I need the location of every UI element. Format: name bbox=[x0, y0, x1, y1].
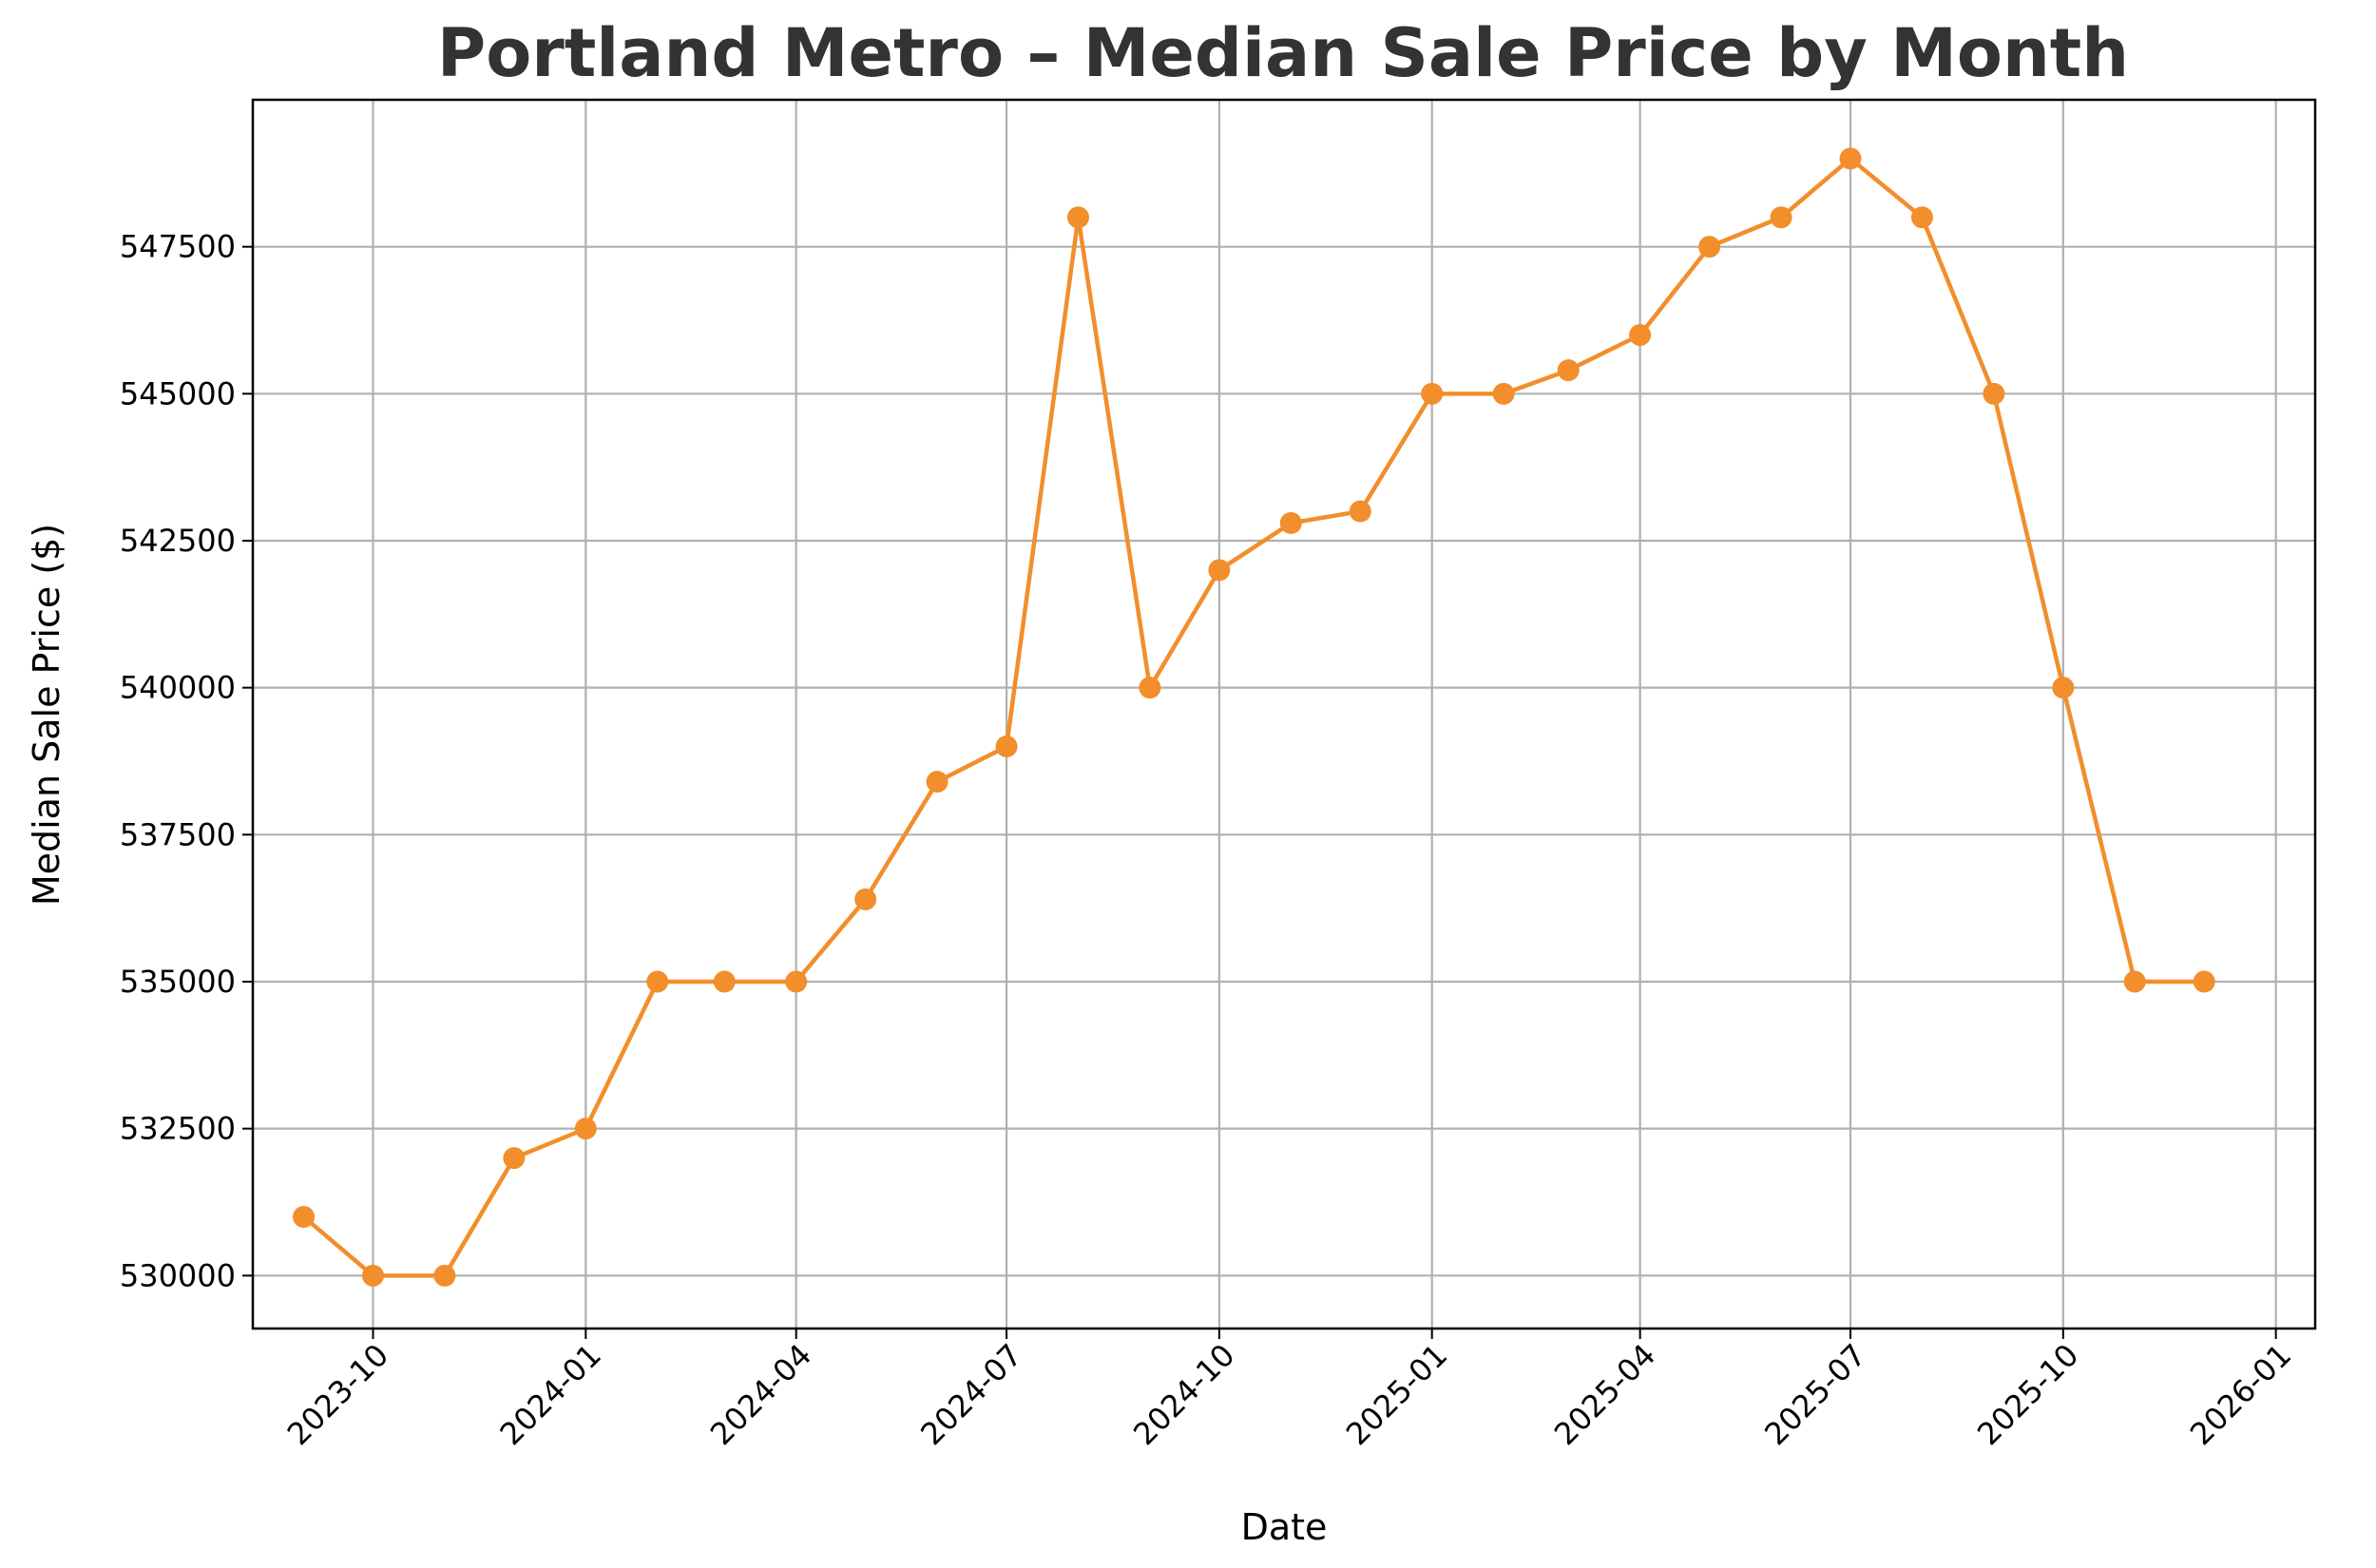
data-point bbox=[1698, 236, 1721, 258]
y-tick-label: 535000 bbox=[120, 964, 236, 1000]
data-point bbox=[1492, 382, 1515, 405]
x-tick-label: 2024-07 bbox=[913, 1337, 1028, 1452]
data-point bbox=[926, 771, 948, 794]
chart-title: Portland Metro – Median Sale Price by Mo… bbox=[437, 14, 2129, 92]
data-point bbox=[646, 970, 669, 993]
y-tick-label: 537500 bbox=[120, 816, 236, 852]
plot-frame bbox=[251, 98, 2317, 1330]
x-tick-label: 2025-04 bbox=[1547, 1337, 1662, 1452]
data-point bbox=[1557, 359, 1580, 382]
x-tick-label: 2024-10 bbox=[1126, 1337, 1241, 1452]
data-point bbox=[362, 1264, 385, 1287]
data-point bbox=[1421, 382, 1444, 405]
x-tick-label: 2023-10 bbox=[280, 1337, 395, 1452]
data-point bbox=[1349, 500, 1371, 523]
data-point bbox=[1279, 511, 1302, 534]
x-tick-label: 2025-01 bbox=[1339, 1337, 1454, 1452]
y-tick-label: 540000 bbox=[120, 670, 236, 706]
y-tick-label: 530000 bbox=[120, 1257, 236, 1293]
data-point bbox=[574, 1118, 597, 1140]
data-point bbox=[995, 736, 1018, 758]
data-point bbox=[293, 1205, 316, 1228]
data-point bbox=[1139, 677, 1161, 699]
data-point bbox=[854, 888, 877, 910]
data-point bbox=[1770, 206, 1792, 229]
data-point bbox=[503, 1147, 526, 1170]
x-tick-label: 2026-01 bbox=[2183, 1337, 2298, 1452]
data-point bbox=[1066, 206, 1089, 229]
y-tick-label: 547500 bbox=[120, 229, 236, 265]
data-point bbox=[1839, 147, 1862, 170]
data-point bbox=[2123, 970, 2146, 993]
x-tick-label: 2024-01 bbox=[493, 1337, 608, 1452]
x-axis-label: Date bbox=[1241, 1506, 1328, 1548]
x-tick-label: 2024-04 bbox=[703, 1337, 818, 1452]
grid-layer bbox=[253, 100, 2315, 1329]
data-point bbox=[2052, 677, 2075, 699]
y-tick-label: 532500 bbox=[120, 1111, 236, 1147]
data-point bbox=[1910, 206, 1933, 229]
data-point bbox=[785, 970, 808, 993]
data-point bbox=[433, 1264, 456, 1287]
series-line bbox=[302, 156, 2205, 1278]
data-point bbox=[1629, 323, 1652, 346]
y-tick-label: 545000 bbox=[120, 375, 236, 411]
data-point bbox=[2193, 970, 2215, 993]
x-tick-label: 2025-07 bbox=[1757, 1337, 1872, 1452]
x-tick-label: 2025-10 bbox=[1970, 1337, 2085, 1452]
y-axis-label: Median Sale Price ($) bbox=[26, 524, 67, 906]
data-point bbox=[1208, 559, 1231, 582]
series-layer bbox=[293, 147, 2215, 1287]
data-point bbox=[713, 970, 736, 993]
y-tick-label: 542500 bbox=[120, 523, 236, 559]
data-point bbox=[1983, 382, 2005, 405]
